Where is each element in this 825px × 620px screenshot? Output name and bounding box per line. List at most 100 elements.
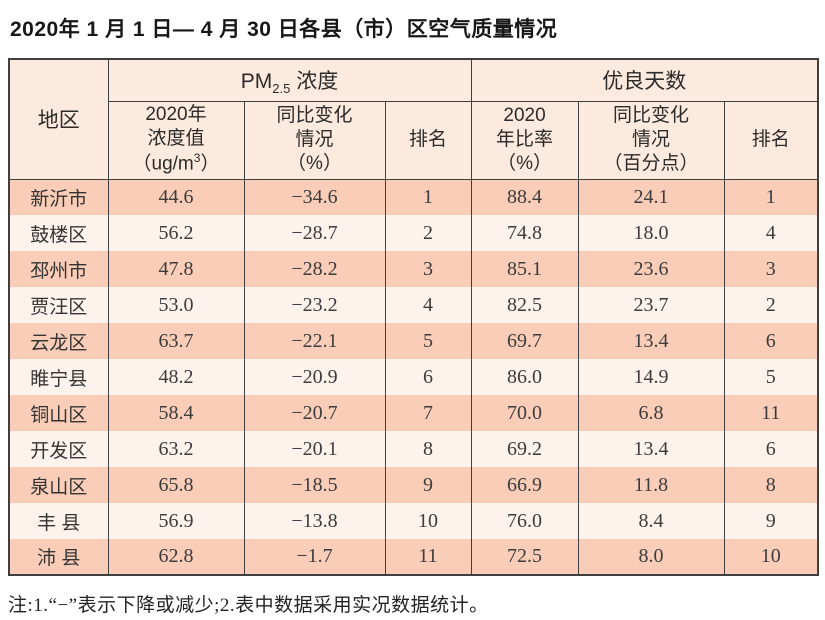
region-cell: 新沂市	[8, 179, 109, 215]
pm-rank-cell: 4	[384, 287, 472, 323]
days-rate-cell: 85.1	[470, 251, 579, 287]
pm-change-cell: −28.2	[243, 251, 386, 287]
days-rank-cell: 9	[723, 503, 819, 539]
header-sub-row: 2020年 浓度值 （ug/m3） 同比变化 情况 （%） 排名 2020 年比…	[9, 101, 819, 180]
pm-value-cell: 63.2	[107, 431, 245, 467]
pm-change-line3: （%）	[287, 153, 342, 175]
days-change-line1: 同比变化	[613, 104, 690, 126]
days-change-line3: （百分点）	[603, 153, 699, 175]
days-rank-cell: 10	[723, 539, 819, 575]
table-body: 新沂市 44.6 −34.6 1 88.4 24.1 1 鼓楼区 56.2 −28.7 2 74.8 1…	[8, 179, 819, 575]
days-rate-cell: 69.2	[470, 431, 579, 467]
pm-change-cell: −20.9	[243, 359, 386, 395]
days-rate-line1: 2020	[503, 104, 546, 126]
pm-value-line2: 浓度值	[147, 128, 205, 150]
days-change-cell: 24.1	[577, 179, 725, 215]
pm-value-cell: 56.9	[107, 503, 245, 539]
pm-value-cell: 56.2	[107, 215, 245, 251]
region-cell: 丰 县	[8, 503, 109, 539]
pm25-label-post: 浓度	[290, 69, 339, 93]
days-change-cell: 13.4	[577, 323, 725, 359]
days-rank-cell: 5	[723, 359, 819, 395]
region-cell: 泉山区	[8, 467, 109, 503]
pm-value-cell: 62.8	[107, 539, 245, 575]
days-change-cell: 6.8	[577, 395, 725, 431]
pm25-label-pre: PM	[240, 69, 273, 93]
days-rank-cell: 6	[723, 323, 819, 359]
pm-value-cell: 58.4	[107, 395, 245, 431]
pm-rank-cell: 6	[384, 359, 472, 395]
days-change-cell: 18.0	[577, 215, 725, 251]
pm-value-cell: 53.0	[107, 287, 245, 323]
region-cell: 睢宁县	[8, 359, 109, 395]
days-rank-cell: 4	[723, 215, 819, 251]
pm-change-cell: −23.2	[243, 287, 386, 323]
days-change-cell: 8.4	[577, 503, 725, 539]
pm-rank-cell: 8	[384, 431, 472, 467]
pm-value-unit-post: ）	[200, 153, 220, 175]
pm-change-cell: −20.1	[243, 431, 386, 467]
days-change-cell: 13.4	[577, 431, 725, 467]
pm25-subscript: 2.5	[272, 80, 291, 96]
pm-change-cell: −34.6	[243, 179, 386, 215]
col-header-pm-value: 2020年 浓度值 （ug/m3）	[107, 101, 245, 180]
days-rate-cell: 82.5	[470, 287, 579, 323]
pm-value-cell: 48.2	[107, 359, 245, 395]
table-row: 沛 县 62.8 −1.7 11 72.5 8.0 10	[8, 539, 819, 575]
days-rate-cell: 70.0	[470, 395, 579, 431]
days-change-line2: 情况	[632, 128, 671, 150]
days-rate-line2: 年比率	[496, 128, 554, 150]
days-rank-cell: 6	[723, 431, 819, 467]
table-row: 丰 县 56.9 −13.8 10 76.0 8.4 9	[8, 503, 819, 539]
pm-value-cell: 47.8	[107, 251, 245, 287]
region-cell: 沛 县	[8, 539, 109, 575]
pm-value-cell: 63.7	[107, 323, 245, 359]
days-rate-cell: 69.7	[470, 323, 579, 359]
col-header-region: 地区	[8, 59, 109, 180]
pm-value-cell: 44.6	[107, 179, 245, 215]
col-header-days-change: 同比变化 情况 （百分点）	[577, 101, 725, 180]
days-rank-cell: 1	[723, 179, 819, 215]
page-title: 2020年 1 月 1 日— 4 月 30 日各县（市）区空气质量情况	[10, 18, 558, 41]
pm-rank-cell: 1	[384, 179, 472, 215]
days-change-cell: 23.6	[577, 251, 725, 287]
header-group-row: 地区 PM2.5 浓度 优良天数	[8, 59, 819, 180]
table-row: 开发区 63.2 −20.1 8 69.2 13.4 6	[8, 431, 819, 467]
pm-value-unit-sup: 3	[193, 151, 201, 166]
days-rate-cell: 76.0	[470, 503, 579, 539]
table-row: 铜山区 58.4 −20.7 7 70.0 6.8 11	[8, 395, 819, 431]
pm-change-cell: −20.7	[243, 395, 386, 431]
col-header-days-rate: 2020 年比率 （%）	[470, 101, 579, 180]
days-change-cell: 8.0	[577, 539, 725, 575]
days-change-cell: 23.7	[577, 287, 725, 323]
col-header-days-rank: 排名	[723, 101, 819, 180]
days-rank-cell: 8	[723, 467, 819, 503]
col-header-pm-change: 同比变化 情况 （%）	[243, 101, 386, 180]
pm-rank-cell: 5	[384, 323, 472, 359]
days-rate-cell: 72.5	[470, 539, 579, 575]
pm-value-line1: 2020年	[145, 103, 207, 125]
pm-value-cell: 65.8	[107, 467, 245, 503]
footnote: 注:1.“−”表示下降或减少;2.表中数据采用实况数据统计。	[8, 595, 489, 616]
region-cell: 邳州市	[8, 251, 109, 287]
days-change-cell: 11.8	[577, 467, 725, 503]
table-row: 邳州市 47.8 −28.2 3 85.1 23.6 3	[8, 251, 819, 287]
pm-change-line2: 情况	[295, 128, 334, 150]
table-row: 云龙区 63.7 −22.1 5 69.7 13.4 6	[8, 323, 819, 359]
pm-rank-cell: 3	[384, 251, 472, 287]
pm-change-cell: −1.7	[243, 539, 386, 575]
pm-change-cell: −28.7	[243, 215, 386, 251]
pm-change-line1: 同比变化	[276, 104, 353, 126]
days-rank-cell: 3	[723, 251, 819, 287]
pm-rank-cell: 2	[384, 215, 472, 251]
pm-rank-cell: 10	[384, 503, 472, 539]
pm-rank-cell: 11	[384, 539, 472, 575]
days-rate-line3: （%）	[497, 153, 552, 175]
col-group-pm25: PM2.5 浓度	[107, 59, 472, 102]
table-header: 地区 PM2.5 浓度 优良天数 2020年 浓度值 （ug/m3） 同比变化 …	[8, 59, 819, 180]
days-rank-cell: 11	[723, 395, 819, 431]
region-cell: 贾汪区	[8, 287, 109, 323]
air-quality-table: 地区 PM2.5 浓度 优良天数 2020年 浓度值 （ug/m3） 同比变化 …	[8, 58, 820, 576]
region-cell: 鼓楼区	[8, 215, 109, 251]
table-row: 鼓楼区 56.2 −28.7 2 74.8 18.0 4	[8, 215, 819, 251]
